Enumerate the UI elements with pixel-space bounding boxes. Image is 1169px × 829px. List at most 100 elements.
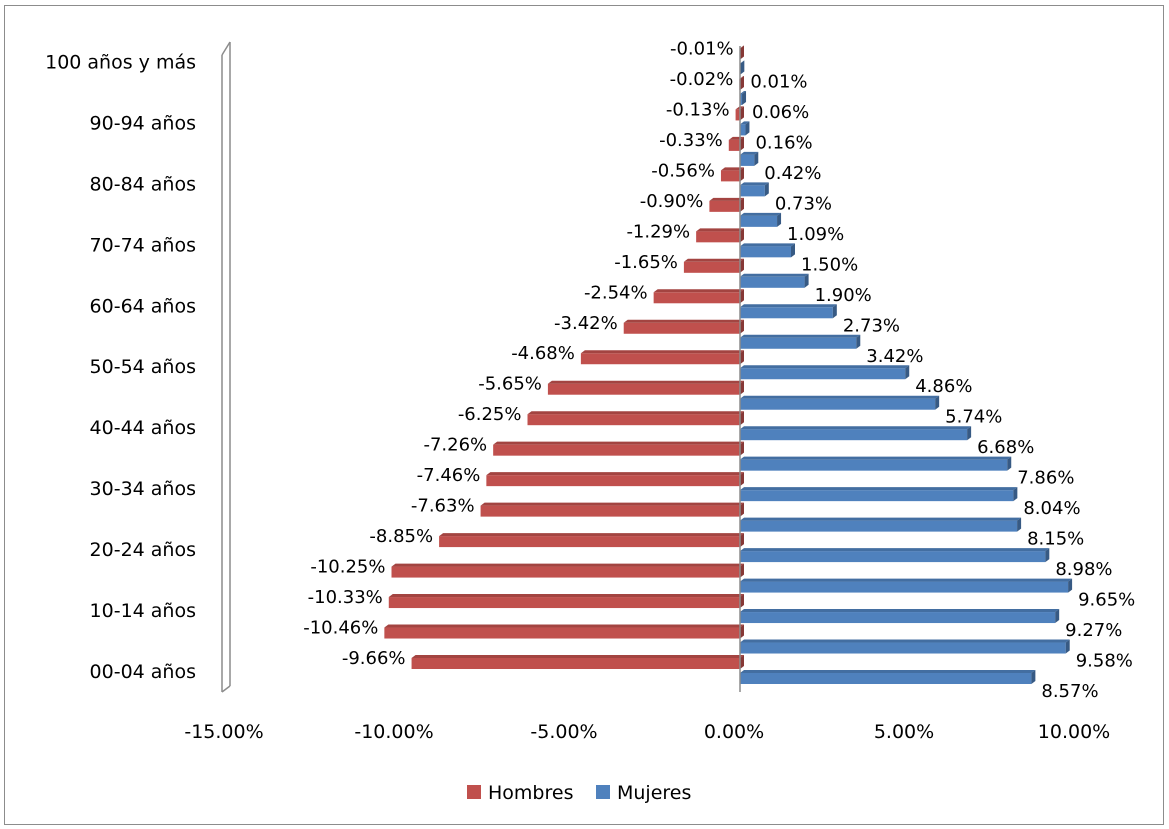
x-tick-label: -10.00% [354,721,433,743]
bar-mujeres [740,307,833,319]
data-label-mujeres: 1.09% [787,224,844,245]
bar-mujeres-side-face [935,395,940,410]
x-tick-label: -15.00% [184,721,263,743]
data-label-mujeres: 8.04% [1023,498,1080,519]
bar-mujeres-top-face [740,670,1036,673]
bar-mujeres-side-face [1055,609,1060,624]
legend-label-hombres: Hombres [488,782,573,804]
bar-hombres-side-face [740,75,744,90]
bar-hombres-top-face [388,594,744,598]
bar-mujeres-side-face [1031,670,1036,684]
bar-hombres-side-face [740,167,744,182]
bar-hombres-side-face [740,441,744,456]
bar-mujeres [740,246,791,258]
data-label-mujeres: 1.90% [815,285,872,306]
bar-hombres [696,231,740,243]
bar-mujeres-side-face [856,334,861,349]
data-label-hombres: -0.90% [640,191,704,212]
bar-hombres [683,261,740,273]
bar-mujeres-top-face [740,609,1060,613]
bar-mujeres-top-face [740,212,782,216]
bar-mujeres [740,551,1046,563]
data-label-hombres: -7.26% [423,435,487,456]
bar-mujeres-top-face [740,304,837,308]
bar-mujeres-top-face [740,578,1073,582]
category-label: 20-24 años [90,539,196,561]
data-label-hombres: -2.54% [584,282,648,303]
bar-mujeres-side-face [832,304,837,319]
bar-hombres-top-face [493,441,744,445]
data-label-hombres: -3.42% [554,313,618,334]
bar-mujeres-side-face [1045,548,1050,563]
bar-mujeres [740,459,1008,471]
data-label-mujeres: 3.42% [866,346,923,367]
bar-hombres-side-face [740,594,744,609]
bar-mujeres-top-face [740,487,1018,491]
bar-mujeres-top-face [740,456,1012,460]
bar-hombres-side-face [740,319,744,334]
category-label: 100 años y más [45,51,196,73]
bar-mujeres-side-face [1068,578,1073,593]
legend-swatch-mujeres [596,785,610,799]
x-tick-label: 10.00% [1038,721,1110,743]
bar-hombres [623,322,740,334]
category-label: 90-94 años [90,112,196,134]
data-label-hombres: -1.29% [626,221,690,242]
data-label-hombres: -5.65% [478,374,542,395]
bar-mujeres [740,429,968,441]
bar-mujeres-side-face [740,60,745,75]
bar-mujeres [740,368,906,380]
bar-hombres-side-face [740,289,744,304]
category-label: 10-14 años [90,600,196,622]
bar-hombres [527,414,740,426]
bar-hombres-top-face [683,258,744,262]
bar-hombres-side-face [740,258,744,273]
data-label-hombres: -0.02% [670,69,734,90]
bar-mujeres [740,215,778,227]
bar-hombres-top-face [391,563,744,567]
category-label: 40-44 años [90,417,196,439]
bar-hombres-side-face [740,411,744,426]
bar-mujeres-side-face [764,182,769,197]
bar-hombres-side-face [740,563,744,578]
bar-mujeres-top-face [740,365,910,369]
bar-hombres-side-face [740,45,744,60]
data-label-hombres: -4.68% [511,343,575,364]
category-label: 60-64 años [90,295,196,317]
bar-hombres [486,475,740,487]
bar-mujeres-top-face [740,334,861,338]
data-label-mujeres: 8.57% [1041,681,1098,702]
bar-mujeres-top-face [740,90,747,94]
data-label-hombres: -10.25% [310,557,385,578]
bar-mujeres [740,520,1018,532]
data-label-mujeres: 4.86% [915,376,972,397]
bar-hombres [709,200,740,212]
bar-mujeres-top-face [740,395,940,399]
bar-mujeres [740,642,1066,654]
bar-mujeres [740,154,755,166]
bar-hombres-top-face [623,319,744,323]
data-label-mujeres: 0.16% [755,132,812,153]
bar-hombres-side-face [740,655,744,669]
legend-label-mujeres: Mujeres [617,782,691,804]
bar-mujeres-top-face [740,121,750,125]
bar-mujeres-top-face [740,182,769,186]
bar-mujeres [740,93,743,105]
data-label-mujeres: 9.65% [1078,590,1135,611]
bar-hombres-top-face [384,624,744,628]
bar-mujeres [740,337,857,349]
data-label-hombres: -9.66% [342,648,406,669]
category-label: 70-74 años [90,234,196,256]
bar-hombres-side-face [740,624,744,639]
bar-mujeres [740,612,1056,624]
bar-mujeres-top-face [740,426,972,430]
bar-hombres [728,139,740,151]
data-label-hombres: -0.56% [651,160,715,181]
bar-mujeres-side-face [967,426,972,441]
data-label-mujeres: 1.50% [801,254,858,275]
bar-hombres-top-face [411,655,744,658]
x-tick-label: 5.00% [874,721,934,743]
bar-hombres [493,444,740,456]
bar-hombres-top-face [439,533,744,537]
